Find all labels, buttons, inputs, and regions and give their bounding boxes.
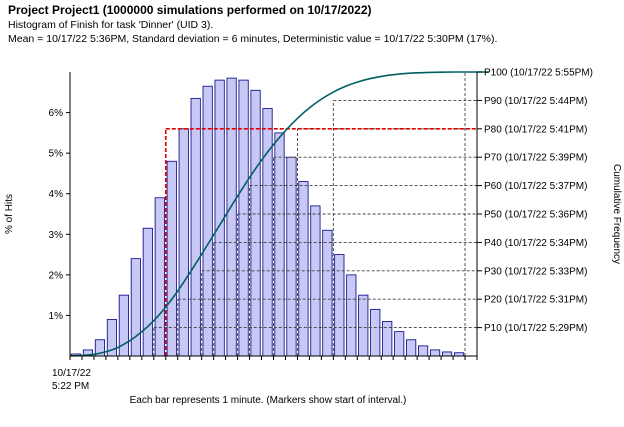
x-start-time-label: 5:22 PM — [52, 381, 89, 392]
percentile-label: P70 (10/17/22 5:39PM) — [484, 153, 587, 164]
percentile-label: P80 (10/17/22 5:41PM) — [484, 124, 587, 135]
histogram-bar — [394, 331, 405, 357]
percentile-label: P30 (10/17/22 5:33PM) — [484, 266, 587, 277]
axes-layer — [66, 71, 482, 360]
percentile-label: P50 (10/17/22 5:36PM) — [484, 210, 587, 221]
y-tick-label: 6% — [49, 108, 64, 119]
percentile-label: P20 (10/17/22 5:31PM) — [484, 295, 587, 306]
histogram-bar — [154, 197, 165, 357]
histogram-bar — [418, 345, 429, 357]
percentile-label: P10 (10/17/22 5:29PM) — [484, 323, 587, 334]
histogram-bar — [226, 77, 237, 357]
histogram-bar — [142, 227, 153, 357]
histogram-bar — [214, 79, 225, 357]
chart-subtitle-stats: Mean = 10/17/22 5:36PM, Standard deviati… — [8, 33, 498, 45]
x-axis-label: Each bar represents 1 minute. (Markers s… — [130, 395, 407, 406]
histogram-bar — [322, 229, 333, 357]
y-axis-label: % of Hits — [4, 194, 15, 234]
chart-subtitle-task: Histogram of Finish for task 'Dinner' (U… — [8, 19, 214, 31]
histogram-bar — [190, 97, 201, 357]
y2-axis-label: Cumulative Frequency — [611, 164, 622, 264]
histogram-bar — [334, 254, 345, 357]
y-tick-label: 5% — [49, 149, 64, 160]
percentile-label: P40 (10/17/22 5:34PM) — [484, 238, 587, 249]
histogram-bar — [346, 274, 357, 357]
percentile-label: P90 (10/17/22 5:44PM) — [484, 96, 587, 107]
histogram-bar — [298, 181, 309, 357]
y-tick-label: 2% — [49, 270, 64, 281]
histogram-bar — [250, 89, 261, 357]
histogram-bar — [178, 128, 189, 357]
histogram-bar — [441, 351, 453, 357]
labels-layer: 1% 2% 3% 4% 5% 6% P10 (10/17/22 5:29PM) P20 (10… — [4, 68, 622, 407]
chart-title: Project Project1 (1000000 simulations pe… — [8, 3, 372, 17]
x-start-date-label: 10/17/22 — [52, 368, 91, 379]
histogram-bar — [406, 339, 417, 357]
cumulative-frequency-curve — [69, 71, 489, 357]
histogram-bar — [430, 349, 441, 357]
histogram-bar — [310, 205, 321, 357]
histogram-bar — [262, 108, 273, 357]
y-tick-label: 3% — [49, 230, 64, 241]
histogram-bar — [130, 258, 141, 357]
histogram-bar — [358, 294, 369, 357]
cumulative-curve-layer — [69, 71, 489, 357]
y-tick-label: 1% — [49, 311, 64, 322]
bars-layer — [70, 77, 465, 357]
y-tick-label: 4% — [49, 189, 64, 200]
percentile-label: P60 (10/17/22 5:37PM) — [484, 181, 587, 192]
histogram-bar — [238, 79, 249, 357]
histogram-bar — [370, 308, 381, 357]
histogram-bar — [202, 85, 213, 357]
histogram-bar — [166, 160, 177, 357]
histogram-bar — [274, 132, 285, 357]
histogram-bar — [286, 156, 297, 357]
percentile-label: P100 (10/17/22 5:55PM) — [484, 68, 593, 79]
histogram-bar — [382, 321, 393, 357]
